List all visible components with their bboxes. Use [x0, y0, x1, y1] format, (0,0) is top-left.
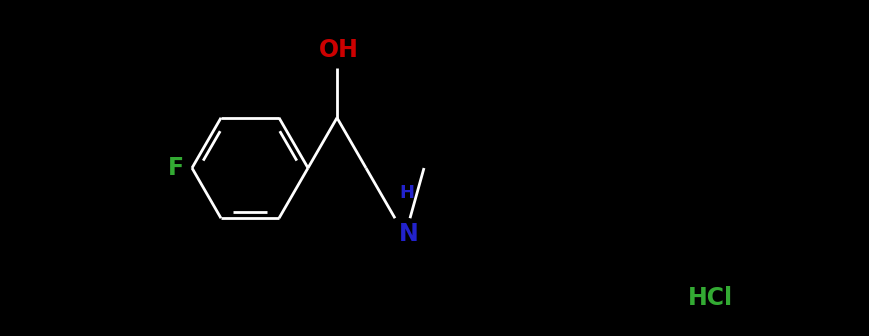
Text: F: F: [168, 156, 183, 180]
Text: OH: OH: [319, 38, 359, 62]
Text: HCl: HCl: [687, 286, 732, 310]
Text: H: H: [399, 184, 414, 202]
Text: N: N: [399, 222, 418, 246]
